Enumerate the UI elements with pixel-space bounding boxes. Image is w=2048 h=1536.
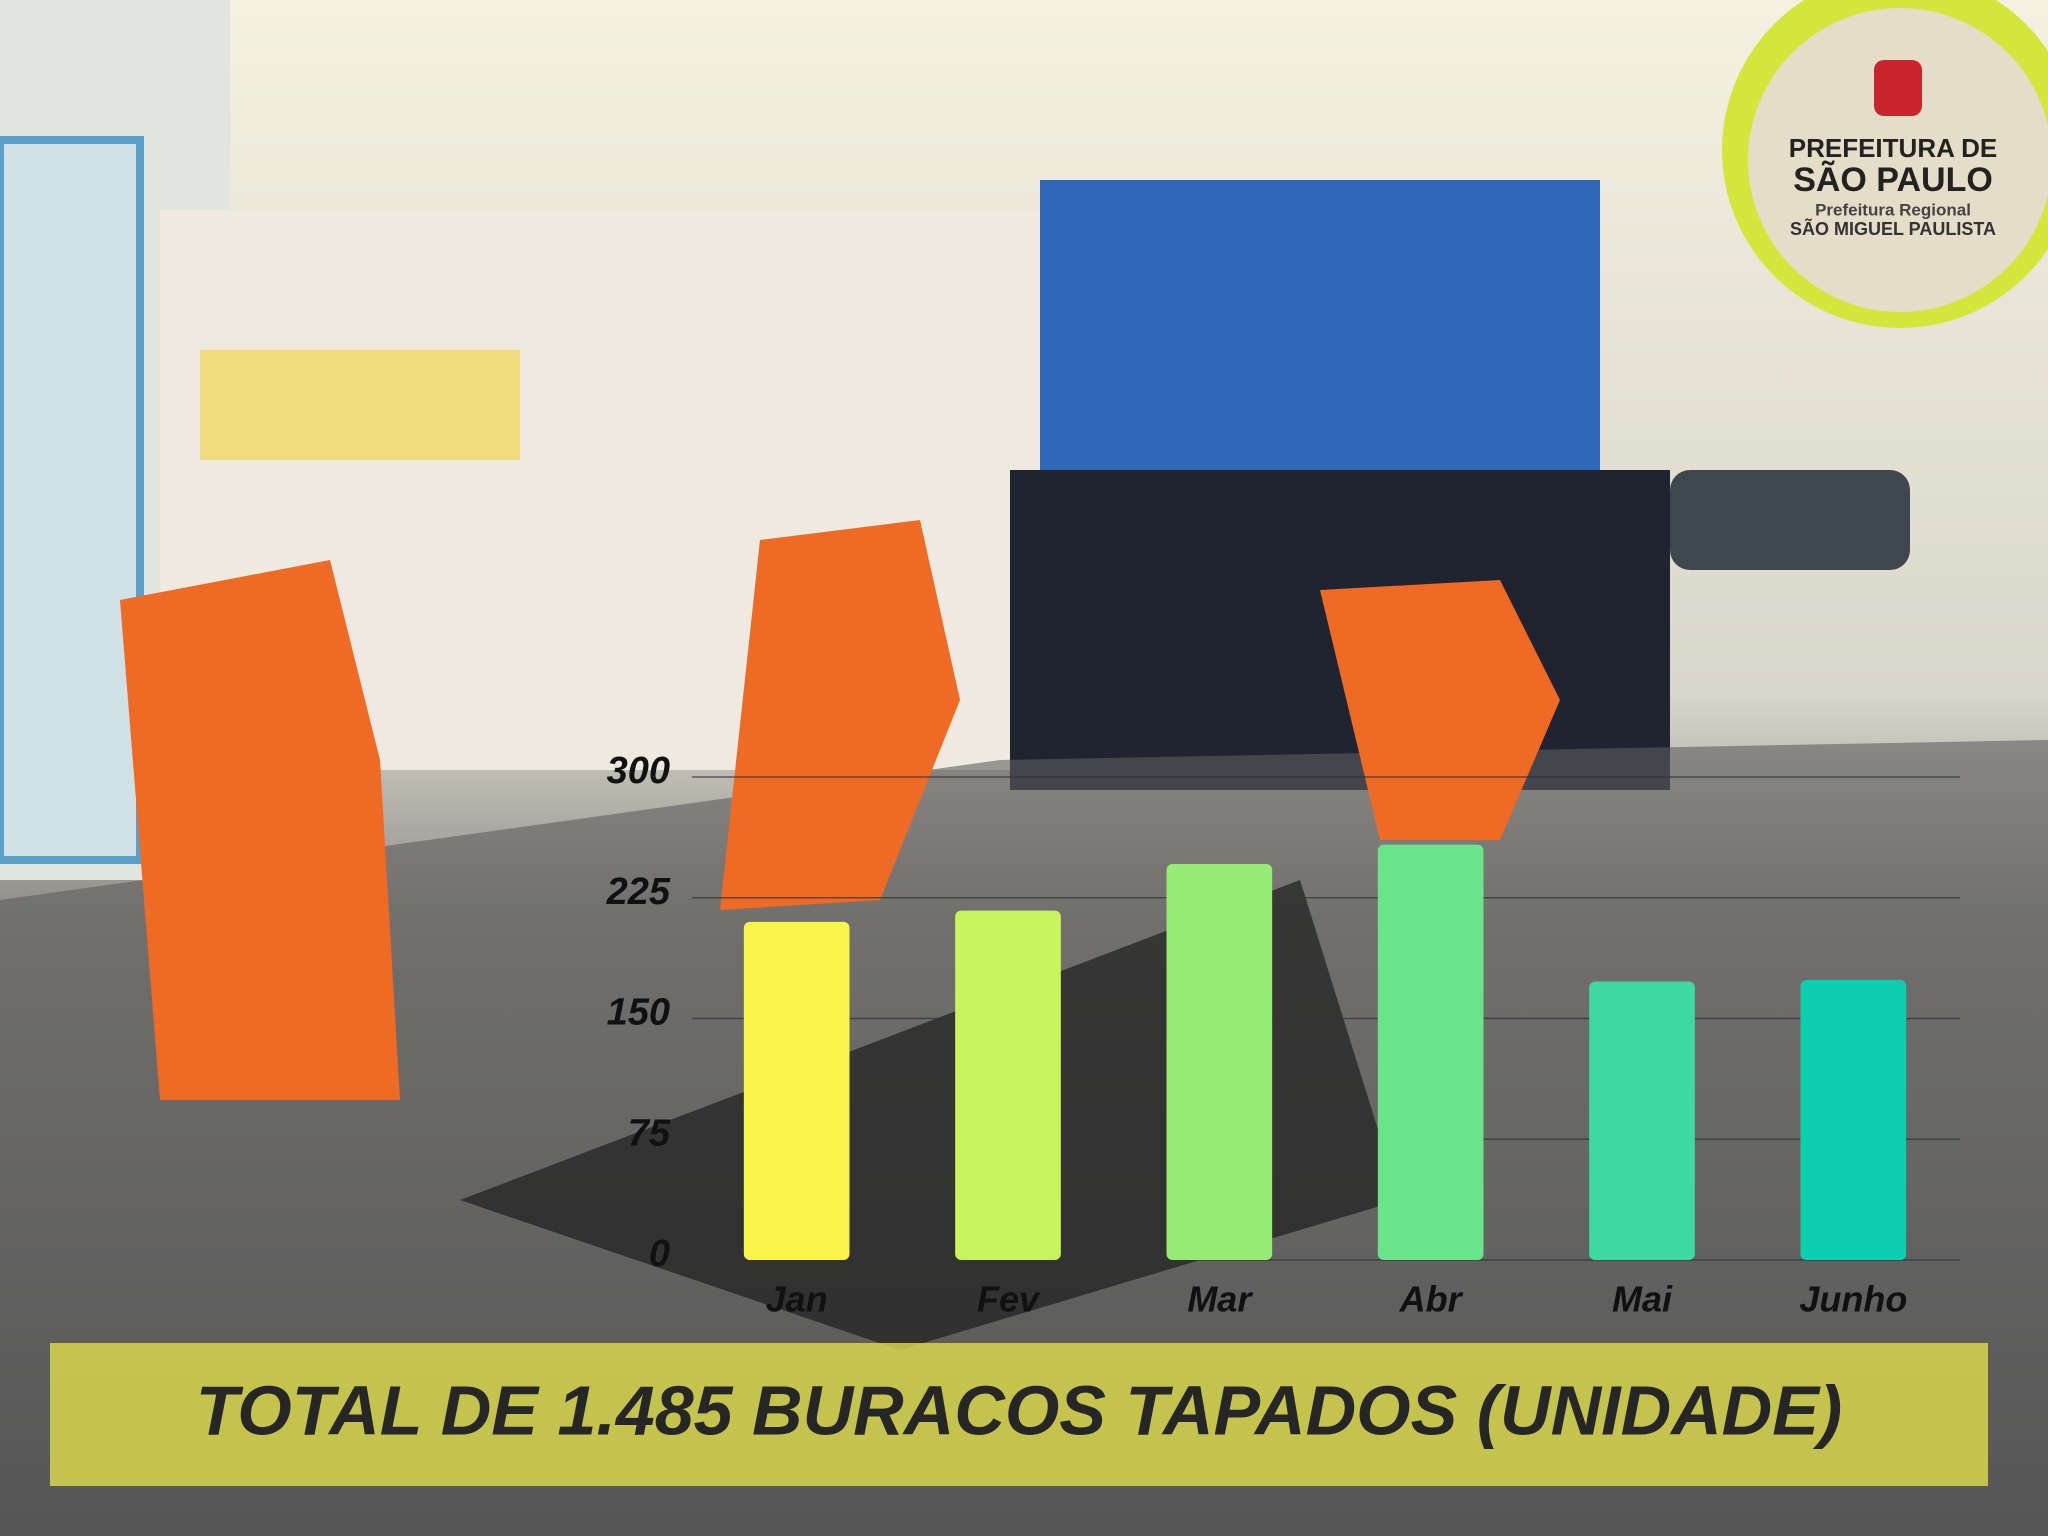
bar xyxy=(1377,844,1484,1260)
bar xyxy=(743,921,850,1260)
logo-text: SÃO PAULO xyxy=(1793,161,1993,199)
y-tick-label: 75 xyxy=(628,1112,671,1154)
x-tick-label: Abr xyxy=(1399,1279,1464,1320)
bar xyxy=(1800,979,1907,1260)
chart-title: TOTAL DE 1.485 BURACOS TAPADOS (UNIDADE) xyxy=(196,1371,1842,1449)
y-tick-label: 150 xyxy=(607,992,670,1034)
x-tick-label: Mai xyxy=(1612,1279,1673,1320)
y-tick-label: 0 xyxy=(649,1233,670,1275)
logo-text: Prefeitura Regional xyxy=(1815,200,1971,219)
logo: PREFEITURA DE SÃO PAULO Prefeitura Regio… xyxy=(1722,0,2048,328)
logo-disc xyxy=(1748,8,2048,312)
logo-crest xyxy=(1874,60,1922,116)
x-tick-label: Jan xyxy=(766,1279,828,1320)
y-tick-label: 225 xyxy=(606,871,671,913)
bar xyxy=(1589,981,1695,1260)
title-banner xyxy=(50,1343,1988,1486)
x-tick-label: Junho xyxy=(1799,1279,1907,1320)
y-tick-label: 300 xyxy=(607,750,670,792)
logo-text: PREFEITURA DE xyxy=(1789,133,1998,163)
x-tick-label: Fev xyxy=(977,1279,1041,1320)
bar xyxy=(1166,863,1273,1260)
x-tick-label: Mar xyxy=(1187,1279,1253,1320)
bar xyxy=(955,910,1061,1260)
logo-text: SÃO MIGUEL PAULISTA xyxy=(1790,218,1996,239)
